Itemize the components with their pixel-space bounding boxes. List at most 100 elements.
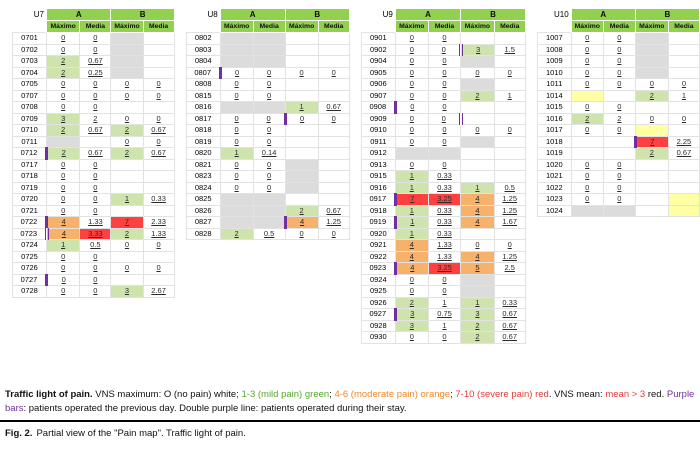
pain-cell[interactable]: 0 — [79, 89, 112, 102]
pain-cell[interactable]: 0 — [602, 124, 636, 137]
pain-cell[interactable]: 3 — [394, 319, 429, 332]
pain-cell[interactable]: 0.33 — [427, 204, 462, 217]
pain-cell[interactable]: 0 — [252, 78, 286, 91]
pain-cell[interactable]: 0 — [427, 112, 462, 125]
pain-cell[interactable]: 0 — [44, 273, 81, 286]
pain-cell[interactable]: 0 — [667, 78, 700, 91]
pain-cell[interactable]: 2 — [634, 147, 669, 160]
pain-cell[interactable]: 0 — [45, 250, 81, 263]
pain-cell[interactable]: 1 — [427, 319, 462, 332]
pain-cell[interactable]: 0 — [460, 66, 495, 79]
pain-cell[interactable]: 1 — [394, 181, 429, 194]
pain-cell[interactable]: 0.67 — [79, 147, 112, 160]
pain-cell[interactable]: 0 — [79, 285, 112, 298]
pain-cell[interactable]: 1.33 — [142, 227, 175, 240]
pain-cell[interactable]: 0 — [219, 89, 254, 102]
pain-cell[interactable]: 4 — [44, 227, 81, 240]
pain-cell[interactable]: 0.67 — [493, 319, 526, 332]
pain-cell[interactable]: 1.33 — [79, 216, 112, 229]
pain-cell[interactable]: 0.14 — [252, 147, 286, 160]
pain-cell[interactable]: 0.67 — [79, 55, 112, 68]
pain-cell[interactable]: 0 — [45, 193, 81, 206]
pain-cell[interactable]: 0 — [394, 43, 429, 56]
pain-cell[interactable]: 0 — [460, 239, 495, 252]
pain-cell[interactable]: 0 — [634, 78, 669, 91]
pain-cell[interactable]: 0 — [427, 66, 462, 79]
pain-cell[interactable]: 1 — [284, 101, 319, 114]
pain-cell[interactable]: 0 — [79, 101, 112, 114]
pain-cell[interactable]: 0 — [570, 43, 604, 56]
pain-cell[interactable]: 0.33 — [427, 181, 462, 194]
pain-cell[interactable]: 0 — [45, 158, 81, 171]
pain-cell[interactable]: 1.25 — [493, 250, 526, 263]
pain-cell[interactable]: 0 — [602, 158, 636, 171]
pain-cell[interactable]: 0.33 — [493, 296, 526, 309]
pain-cell[interactable]: 0 — [79, 262, 112, 275]
pain-cell[interactable]: 4 — [460, 216, 495, 229]
pain-cell[interactable]: 0 — [110, 89, 144, 102]
pain-cell[interactable]: 0 — [570, 78, 604, 91]
pain-cell[interactable]: 0 — [570, 158, 604, 171]
pain-cell[interactable]: 0 — [393, 101, 429, 114]
pain-cell[interactable]: 4 — [394, 239, 429, 252]
pain-cell[interactable]: 4 — [394, 250, 429, 263]
pain-cell[interactable]: 0 — [317, 112, 350, 125]
pain-cell[interactable]: 7 — [633, 135, 669, 148]
pain-cell[interactable]: 0 — [79, 32, 112, 45]
pain-cell[interactable]: 0.33 — [427, 227, 462, 240]
pain-cell[interactable]: 1.33 — [427, 250, 462, 263]
pain-cell[interactable]: 4 — [460, 193, 495, 206]
pain-cell[interactable]: 0 — [45, 285, 81, 298]
pain-cell[interactable]: 0 — [602, 32, 636, 45]
pain-cell[interactable]: 1 — [427, 296, 462, 309]
pain-cell[interactable]: 0 — [394, 135, 429, 148]
pain-cell[interactable]: 7 — [393, 193, 429, 206]
pain-cell[interactable]: 2 — [460, 89, 495, 102]
pain-cell[interactable]: 2.5 — [493, 262, 526, 275]
pain-cell[interactable]: 0 — [110, 262, 144, 275]
pain-cell[interactable]: 0.33 — [427, 170, 462, 183]
pain-cell[interactable]: 0 — [218, 66, 254, 79]
pain-cell[interactable]: 0 — [142, 239, 175, 252]
pain-cell[interactable]: 0 — [252, 135, 286, 148]
pain-cell[interactable]: 0 — [427, 331, 462, 344]
pain-cell[interactable]: 2.33 — [142, 216, 175, 229]
pain-cell[interactable]: 0 — [602, 43, 636, 56]
pain-cell[interactable]: 0 — [602, 170, 636, 183]
pain-cell[interactable]: 0.67 — [667, 147, 700, 160]
pain-cell[interactable]: 4 — [393, 262, 429, 275]
pain-cell[interactable]: 1 — [460, 181, 495, 194]
pain-cell[interactable]: 2 — [219, 227, 254, 240]
pain-cell[interactable]: 1.67 — [493, 216, 526, 229]
pain-cell[interactable]: 2 — [460, 319, 495, 332]
pain-cell[interactable]: 1 — [667, 89, 700, 102]
pain-cell[interactable]: 0 — [252, 112, 286, 125]
pain-cell[interactable]: 0 — [219, 158, 254, 171]
pain-cell[interactable]: 0 — [493, 66, 526, 79]
pain-cell[interactable]: 0 — [394, 55, 429, 68]
pain-cell[interactable]: 0 — [110, 239, 144, 252]
pain-cell[interactable]: 0 — [142, 262, 175, 275]
pain-cell[interactable]: 3.25 — [427, 262, 462, 275]
pain-cell[interactable]: 0 — [602, 101, 636, 114]
pain-cell[interactable]: 2 — [45, 124, 81, 137]
pain-cell[interactable]: 0 — [45, 78, 81, 91]
pain-cell[interactable]: 4 — [44, 216, 81, 229]
pain-cell[interactable]: 1 — [394, 204, 429, 217]
pain-cell[interactable]: 0 — [45, 181, 81, 194]
pain-cell[interactable]: 3 — [45, 112, 81, 125]
pain-cell[interactable]: 1 — [393, 216, 429, 229]
pain-cell[interactable]: 0.67 — [79, 124, 112, 137]
pain-cell[interactable]: 0 — [394, 66, 429, 79]
pain-cell[interactable]: 0 — [394, 78, 429, 91]
pain-cell[interactable]: 0 — [45, 43, 81, 56]
pain-cell[interactable]: 5 — [460, 262, 495, 275]
pain-cell[interactable]: 0 — [219, 170, 254, 183]
pain-cell[interactable]: 0.75 — [427, 308, 462, 321]
pain-cell[interactable]: 2 — [110, 147, 144, 160]
pain-cell[interactable]: 2.67 — [142, 285, 175, 298]
pain-cell[interactable]: 0 — [602, 181, 636, 194]
pain-cell[interactable]: 0 — [427, 55, 462, 68]
pain-cell[interactable]: 0 — [79, 250, 112, 263]
pain-cell[interactable]: 0.67 — [493, 331, 526, 344]
